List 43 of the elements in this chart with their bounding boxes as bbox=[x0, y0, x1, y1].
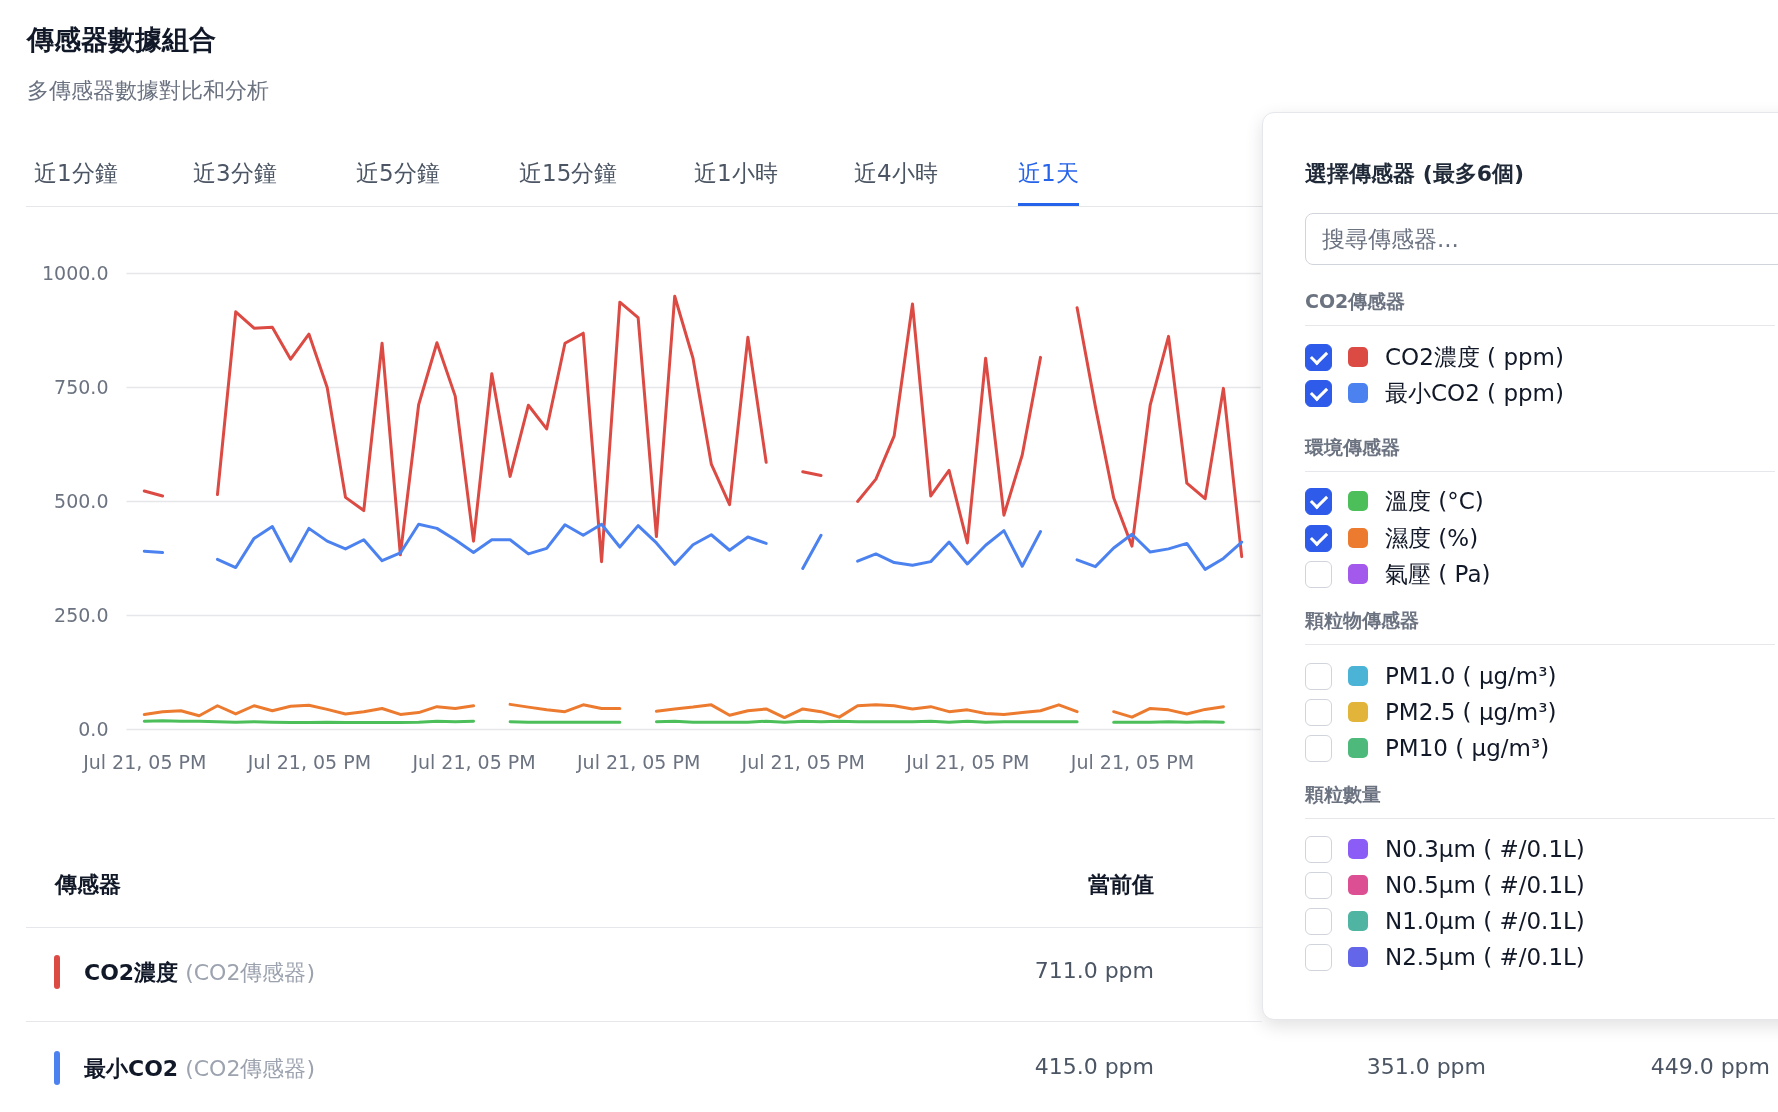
legend-label: 最小CO2 ( ppm) bbox=[1385, 378, 1564, 408]
x-tick-label: Jul 21, 05 PM bbox=[905, 750, 1030, 773]
text: (CO2傳感器) bbox=[184, 1056, 315, 1081]
tab-bar: 近1分鐘 近3分鐘 近5分鐘 近15分鐘 近1小時 近4小時 近1天 bbox=[26, 150, 1262, 207]
text: 傳感器 bbox=[55, 871, 121, 899]
text: N2.5µm ( #/0.1L) bbox=[1385, 944, 1585, 970]
text: PM1.0 ( µg/m³) bbox=[1385, 663, 1557, 689]
text: CO2濃度 bbox=[84, 960, 179, 985]
text: 711.0 ppm bbox=[1034, 958, 1154, 983]
x-tick-label: Jul 21, 05 PM bbox=[575, 750, 701, 773]
legend-label: CO2濃度 ( ppm) bbox=[1385, 342, 1564, 372]
y-tick-label: 1000.0 bbox=[42, 261, 109, 284]
chart-subtitle: 多傳感器數據對比和分析 bbox=[27, 77, 269, 105]
y-tick-label: 500.0 bbox=[54, 489, 109, 512]
text: N0.3µm ( #/0.1L) bbox=[1385, 836, 1585, 862]
y-tick-label: 250.0 bbox=[54, 603, 109, 626]
text: 351.0 ppm bbox=[1366, 1054, 1486, 1079]
text: PM2.5 ( µg/m³) bbox=[1385, 699, 1557, 725]
text: 顆粒數量 bbox=[1305, 782, 1775, 819]
text: 當前值 bbox=[1088, 871, 1154, 899]
text: 選擇傳感器 (最多6個) bbox=[1305, 160, 1525, 188]
chart-title: 傳感器數據組合 bbox=[27, 23, 216, 57]
text: N1.0µm ( #/0.1L) bbox=[1385, 908, 1585, 934]
x-tick-label: Jul 21, 05 PM bbox=[411, 750, 536, 773]
text: 氣壓 ( Pa) bbox=[1385, 559, 1491, 589]
y-tick-label: 0.0 bbox=[78, 717, 109, 740]
text: 最小CO2 bbox=[84, 1056, 179, 1081]
legend-label: 濕度 (%) bbox=[1385, 523, 1479, 553]
x-tick-label: Jul 21, 05 PM bbox=[740, 750, 865, 773]
y-tick-label: 750.0 bbox=[54, 375, 109, 398]
text: 顆粒物傳感器 bbox=[1305, 608, 1775, 645]
x-tick-label: Jul 21, 05 PM bbox=[246, 750, 372, 773]
text: 415.0 ppm bbox=[1034, 1054, 1154, 1079]
search-field: 搜尋傳感器... bbox=[1305, 213, 1778, 265]
text: CO2傳感器 bbox=[1305, 289, 1775, 326]
x-tick-label: Jul 21, 05 PM bbox=[82, 750, 207, 773]
text: 環境傳感器 bbox=[1305, 435, 1775, 472]
legend-label: 溫度 (°C) bbox=[1385, 486, 1484, 516]
text: N0.5µm ( #/0.1L) bbox=[1385, 872, 1585, 898]
text: (CO2傳感器) bbox=[184, 960, 315, 985]
x-tick-label: Jul 21, 05 PM bbox=[1069, 750, 1195, 773]
text: PM10 ( µg/m³) bbox=[1385, 735, 1550, 761]
text: 449.0 ppm bbox=[1650, 1054, 1770, 1079]
